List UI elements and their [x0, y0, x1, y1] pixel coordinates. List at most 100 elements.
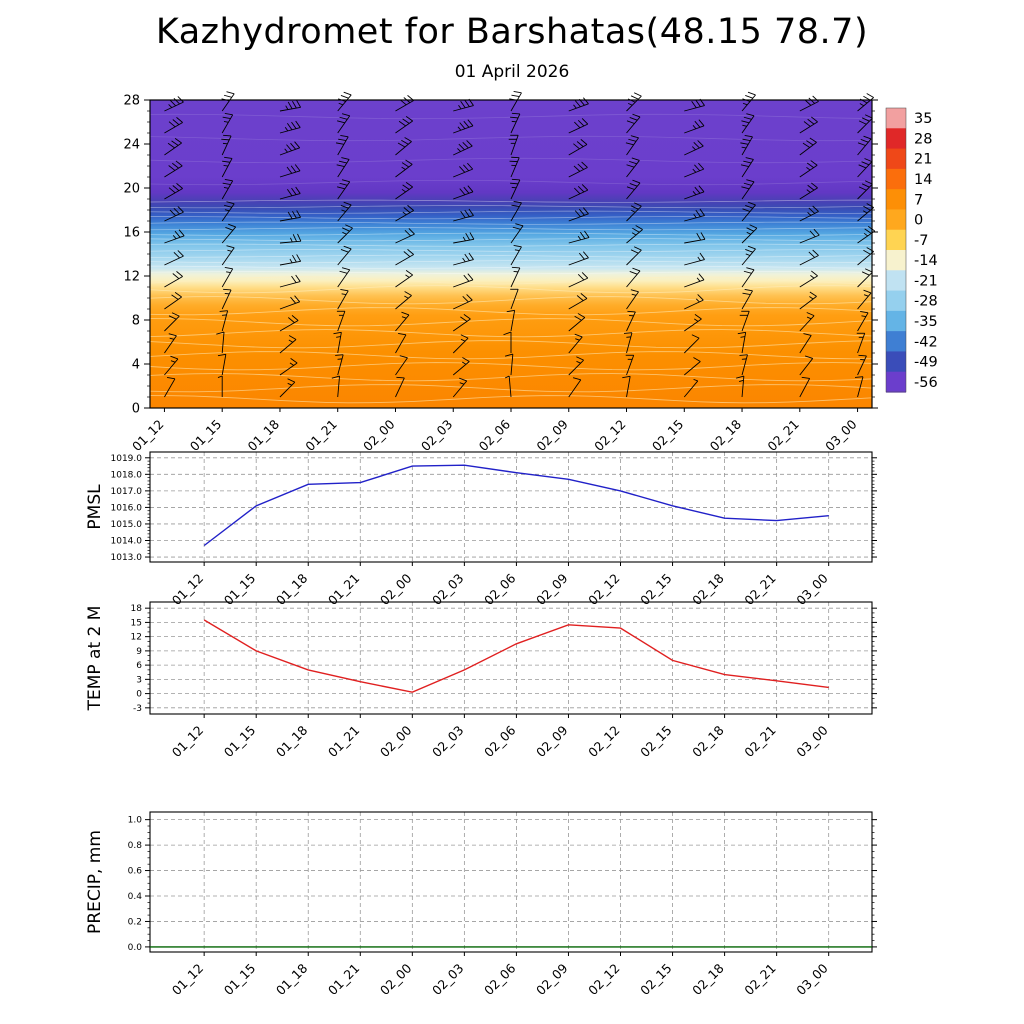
page-title: Kazhydromet for Barshatas(48.15 78.7) — [155, 12, 869, 52]
time-tick-label: 03_00 — [793, 722, 831, 760]
colorbar-label: 7 — [914, 192, 923, 208]
height-tick-label: 20 — [123, 182, 140, 197]
time-tick-label: 02_15 — [637, 723, 675, 761]
time-tick-label: 01_18 — [245, 416, 283, 454]
colorbar-segment — [886, 331, 906, 353]
pmsl-border — [149, 451, 873, 563]
pmsl-ytick-label: 1016.0 — [111, 503, 143, 513]
colorbar-label: -21 — [914, 273, 938, 289]
height-tick-label: 24 — [123, 138, 140, 153]
time-tick-label: 02_06 — [481, 722, 519, 760]
time-tick-label: 01_12 — [129, 417, 167, 455]
colorbar-label: -14 — [914, 253, 938, 269]
height-tick-label: 28 — [123, 94, 140, 109]
colorbar-segment — [886, 128, 906, 150]
colorbar-label: -28 — [914, 294, 938, 310]
time-tick-label: 01_15 — [221, 961, 259, 999]
pmsl-ytick-label: 1013.0 — [111, 553, 143, 563]
colorbar-segment — [886, 229, 906, 251]
precip-ytick-label: 0.4 — [128, 892, 143, 902]
pmsl-ytick-label: 1015.0 — [111, 520, 143, 530]
time-tick-label: 02_03 — [429, 723, 467, 761]
time-tick-label: 01_15 — [221, 723, 259, 761]
time-tick-label: 02_00 — [377, 960, 415, 998]
colorbar-segment — [886, 250, 906, 271]
precip-ytick-label: 0.6 — [128, 867, 143, 877]
colorbar-label: -42 — [914, 334, 938, 350]
time-tick-label: 01_12 — [169, 723, 207, 761]
colorbar-segment — [886, 189, 906, 211]
time-tick-label: 02_00 — [360, 416, 398, 454]
precip-ytick-label: 0.8 — [128, 841, 143, 851]
date-subtitle: 01 April 2026 — [454, 62, 570, 82]
precip-panel: 0.0 0.2 0.4 0.6 0.8 1.0 01_12 01_15 01_18 01_21 02… — [85, 811, 877, 998]
precip-ytick-label: 0.2 — [128, 917, 142, 927]
time-tick-label: 02_18 — [689, 960, 727, 998]
pmsl-grid — [150, 452, 872, 562]
colorbar-segment — [886, 290, 906, 312]
time-tick-label: 03_00 — [793, 960, 831, 998]
pmsl-ytick-label: 1017.0 — [111, 487, 143, 497]
precip-axis-title: PRECIP, mm — [85, 830, 105, 934]
precip-ytick-label: 1.0 — [128, 816, 143, 826]
time-tick-label: 01_21 — [302, 417, 340, 455]
colorbar-segment — [886, 371, 906, 393]
colorbar-label: 35 — [914, 111, 932, 127]
time-tick-label: 02_21 — [741, 723, 779, 761]
colorbar-segment — [886, 310, 906, 332]
time-tick-label: 03_00 — [822, 416, 860, 454]
time-tick-label: 02_18 — [689, 722, 727, 760]
temp-2m-ytick-label: 6 — [136, 661, 142, 671]
time-tick-label: 02_03 — [429, 961, 467, 999]
height-tick-label: 16 — [123, 226, 140, 241]
time-tick-label: 01_21 — [325, 961, 363, 999]
time-tick-label: 02_21 — [741, 961, 779, 999]
temp-2m-ytick-label: 3 — [136, 675, 142, 685]
temp-2m-line — [203, 619, 829, 693]
pmsl-axis-title: PMSL — [85, 484, 105, 530]
time-tick-label: 02_09 — [533, 960, 571, 998]
time-tick-label: 02_03 — [418, 417, 456, 455]
temp-2m-ytick-label: 9 — [136, 647, 142, 657]
time-tick-label: 01_15 — [187, 417, 225, 455]
colorbar-label: -49 — [914, 355, 938, 371]
time-tick-label: 02_06 — [476, 416, 514, 454]
colorbar: 35 28 21 14 7 0 -7 -14 -21 -28 -35 -42 -49 -56 — [885, 107, 938, 393]
temp-2m-panel: -3 0 3 6 9 12 15 18 01_12 01_15 01_18 01_21 02_00 02_… — [85, 601, 877, 760]
time-tick-label: 02_21 — [764, 417, 802, 455]
temp-2m-border — [149, 601, 873, 715]
temp-2m-grid — [150, 602, 872, 714]
temp-2m-ytick-label: -3 — [133, 704, 142, 714]
time-tick-label: 02_00 — [377, 722, 415, 760]
wind-barbs — [164, 90, 876, 398]
time-tick-label: 02_15 — [649, 417, 687, 455]
pmsl-line — [203, 464, 829, 547]
height-tick-label: 0 — [132, 402, 140, 417]
colorbar-segment — [886, 270, 906, 292]
colorbar-label: -7 — [914, 233, 928, 249]
pmsl-ytick-label: 1018.0 — [111, 470, 143, 480]
cross-section-panel: 0 4 8 12 16 20 24 28 01_12 01_15 01_18 01_21 02_00 02… — [123, 90, 878, 455]
time-tick-label: 02_12 — [591, 417, 629, 455]
precip-grid — [150, 812, 872, 952]
time-tick-label: 02_12 — [585, 723, 623, 761]
pmsl-ytick-label: 1019.0 — [111, 454, 143, 464]
temp-2m-ytick-label: 12 — [131, 633, 142, 643]
temp-2m-axes: -3 0 3 6 9 12 15 18 01_12 01_15 01_18 01_21 02_00 02_… — [131, 604, 877, 760]
time-tick-label: 02_18 — [707, 416, 745, 454]
precip-axes: 0.0 0.2 0.4 0.6 0.8 1.0 01_12 01_15 01_18 01_21 02… — [128, 816, 877, 998]
time-tick-label: 01_18 — [273, 960, 311, 998]
colorbar-label: 28 — [914, 131, 932, 147]
time-tick-label: 01_12 — [169, 961, 207, 999]
temp-2m-ytick-label: 18 — [131, 604, 143, 614]
colorbar-segment — [886, 168, 906, 190]
pmsl-axes: 1013.0 1014.0 1015.0 1016.0 1017.0 1018.0 1019… — [111, 454, 877, 608]
colorbar-segment — [886, 351, 906, 373]
colorbar-label: 14 — [914, 172, 932, 188]
height-tick-label: 12 — [123, 270, 140, 285]
temp-2m-ytick-label: 15 — [131, 618, 142, 628]
time-tick-label: 01_21 — [325, 723, 363, 761]
pmsl-ytick-label: 1014.0 — [111, 536, 143, 546]
